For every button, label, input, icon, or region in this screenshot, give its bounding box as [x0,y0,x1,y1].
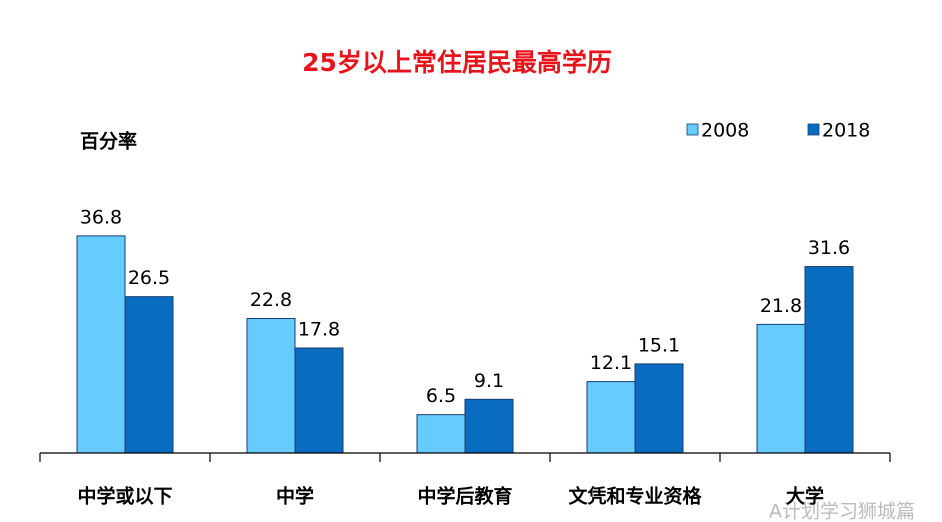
data-label: 17.8 [298,318,340,340]
data-label: 9.1 [474,370,504,392]
bar [76,235,126,454]
data-label: 12.1 [590,352,632,374]
bar [756,323,806,454]
legend-swatch [807,123,820,136]
bar [294,347,344,454]
bar [586,381,636,454]
legend-label: 2018 [822,120,870,142]
x-tick-label: 中学或以下 [77,485,172,508]
x-tick-label: 大学 [786,485,824,508]
legend-label: 2008 [701,120,749,142]
data-label: 36.8 [80,206,122,228]
y-axis-label: 百分率 [80,130,137,153]
legend-swatch [686,123,699,136]
x-tick-label: 中学 [276,485,314,508]
bar [124,296,174,454]
data-label: 15.1 [638,334,680,356]
chart-title: 25岁以上常住居民最高学历 [302,48,612,77]
data-label: 6.5 [426,385,456,407]
x-tick-label: 中学后教育 [417,485,512,508]
bar [804,266,854,454]
bar [246,317,296,454]
data-label: 21.8 [760,295,802,317]
watermark: A计划学习狮城篇 [769,501,915,522]
data-label: 31.6 [808,237,850,259]
bar [464,398,514,454]
bar [416,414,466,454]
data-label: 22.8 [250,289,292,311]
x-tick-label: 文凭和专业资格 [568,485,702,508]
data-label: 26.5 [128,267,170,289]
bar [634,363,684,454]
